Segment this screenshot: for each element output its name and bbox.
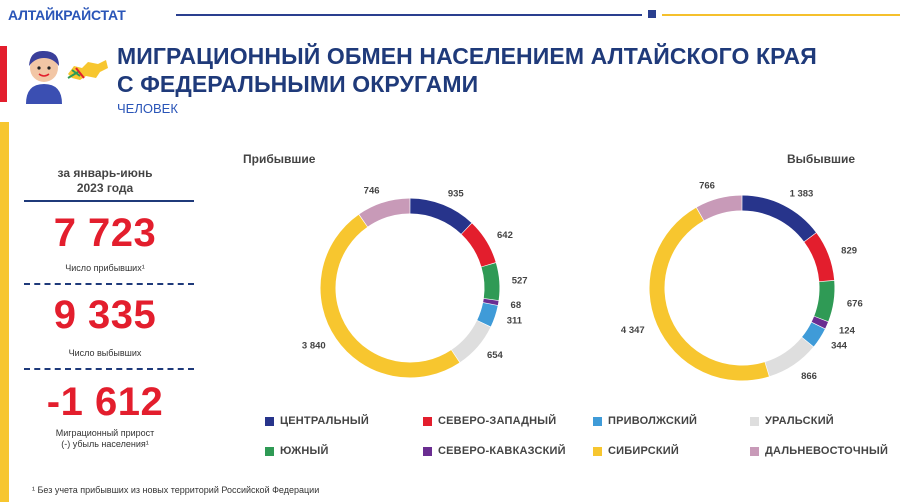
arrivals-data-label-0: 935 — [448, 188, 465, 199]
arrivals-slice-7 — [359, 198, 410, 227]
russia-map-icon — [67, 60, 108, 80]
departures-chart-title: Выбывшие — [787, 152, 856, 166]
legend: ЦЕНТРАЛЬНЫЙ СЕВЕРО-ЗАПАДНЫЙ ПРИВОЛЖСКИЙ УРА… — [265, 415, 895, 465]
legend-item: СИБИРСКИЙ — [593, 445, 679, 457]
legend-swatch — [423, 416, 432, 426]
arrivals-data-label-6: 3 840 — [302, 340, 326, 351]
departures-slice-6 — [649, 207, 769, 381]
departures-data-label-2: 676 — [847, 298, 863, 309]
arrivals-slice-2 — [481, 262, 500, 301]
page-title-line-1: МИГРАЦИОННЫЙ ОБМЕН НАСЕЛЕНИЕМ АЛТАЙСКОГО… — [117, 43, 817, 69]
legend-item: ЦЕНТРАЛЬНЫЙ — [265, 415, 369, 427]
arrivals-slice-3 — [483, 298, 499, 306]
departures-data-label-7: 766 — [699, 181, 715, 192]
legend-item: УРАЛЬСКИЙ — [750, 415, 834, 427]
footnote: ¹ Без учета прибывших из новых территори… — [32, 485, 320, 495]
arrivals-slice-6 — [320, 214, 460, 378]
arrivals-value: 7 723 — [53, 211, 157, 255]
net-migration-caption-line-2: (-) убыль населения¹ — [61, 439, 149, 449]
legend-label: СЕВЕРО-ЗАПАДНЫЙ — [438, 415, 557, 427]
departures-slice-7 — [696, 195, 742, 221]
net-migration-caption: Миграционный прирост (-) убыль населения… — [20, 428, 190, 450]
arrivals-data-label-2: 527 — [512, 276, 528, 287]
departures-data-label-0: 1 383 — [790, 188, 814, 199]
departures-slice-5 — [764, 337, 814, 377]
departures-data-label-1: 829 — [841, 246, 857, 257]
departures-data-label-5: 866 — [801, 371, 817, 382]
yellow-accent-bar — [0, 122, 9, 502]
legend-label: ЮЖНЫЙ — [280, 445, 329, 457]
legend-swatch — [750, 446, 759, 456]
header-rule — [176, 14, 642, 16]
arrivals-data-label-5: 654 — [487, 350, 504, 361]
legend-label: ЦЕНТРАЛЬНЫЙ — [280, 415, 369, 427]
legend-item: ДАЛЬНЕВОСТОЧНЫЙ — [750, 445, 888, 457]
arrivals-data-label-3: 68 — [511, 300, 522, 311]
arrivals-caption: Число прибывших¹ — [65, 263, 145, 273]
units-label: ЧЕЛОВЕК — [117, 101, 178, 116]
net-migration-value: -1 612 — [46, 380, 164, 424]
arrivals-slice-1 — [461, 223, 496, 267]
legend-swatch — [593, 416, 602, 426]
arrivals-slice-5 — [451, 320, 491, 363]
summary-divider — [24, 200, 194, 202]
summary-dashed-divider-2 — [24, 368, 194, 370]
legend-item: СЕВЕРО-ЗАПАДНЫЙ — [423, 415, 556, 427]
departures-donut-chart: 1 383 829 676 124 344 866 4 347 766 — [621, 181, 863, 383]
arrivals-chart-title: Прибывшие — [243, 152, 316, 166]
departures-slice-4 — [801, 322, 825, 347]
page-title: МИГРАЦИОННЫЙ ОБМЕН НАСЕЛЕНИЕМ АЛТАЙСКОГО… — [117, 42, 897, 98]
legend-swatch — [265, 446, 274, 456]
arrivals-donut-chart: 935 642 527 68 311 654 3 840 746 — [302, 186, 528, 378]
legend-swatch — [593, 446, 602, 456]
period-label: за январь-июнь 2023 года — [30, 166, 180, 196]
legend-item: ПРИВОЛЖСКИЙ — [593, 415, 697, 427]
departures-data-label-6: 4 347 — [621, 325, 645, 336]
departures-caption: Число выбывших — [68, 348, 142, 358]
summary-dashed-divider-1 — [24, 283, 194, 285]
arrivals-slice-4 — [477, 302, 498, 327]
page-title-line-2: С ФЕДЕРАЛЬНЫМИ ОКРУГАМИ — [117, 71, 479, 97]
departures-slice-0 — [742, 195, 816, 242]
net-migration-caption-line-1: Миграционный прирост — [55, 428, 155, 438]
person-icon — [26, 50, 62, 104]
legend-label: ПРИВОЛЖСКИЙ — [608, 415, 698, 427]
departures-slice-2 — [814, 280, 835, 322]
arrivals-data-label-1: 642 — [497, 230, 513, 241]
legend-label: СЕВЕРО-КАВКАЗСКИЙ — [438, 445, 566, 457]
legend-item: ЮЖНЫЙ — [265, 445, 329, 457]
header-rule-marker — [648, 10, 656, 18]
legend-label: УРАЛЬСКИЙ — [765, 415, 834, 427]
red-accent-bar — [0, 46, 7, 102]
header-rule-accent — [662, 14, 900, 16]
legend-swatch — [423, 446, 432, 456]
brand-name: АЛТАЙКРАЙСТАТ — [8, 7, 126, 23]
departures-value: 9 335 — [53, 293, 157, 337]
departures-slice-3 — [811, 316, 829, 329]
arrivals-data-label-4: 311 — [507, 315, 523, 326]
departures-data-label-4: 344 — [831, 340, 848, 351]
arrivals-data-label-7: 746 — [364, 186, 380, 197]
legend-swatch — [265, 416, 274, 426]
departures-slice-1 — [804, 233, 835, 282]
legend-label: ДАЛЬНЕВОСТОЧНЫЙ — [765, 445, 889, 457]
legend-swatch — [750, 416, 759, 426]
legend-label: СИБИРСКИЙ — [608, 445, 679, 457]
departures-data-label-3: 124 — [839, 326, 856, 337]
period-line-2: 2023 года — [76, 181, 134, 195]
arrivals-slice-0 — [410, 198, 472, 235]
period-line-1: за январь-июнь — [57, 166, 153, 180]
legend-item: СЕВЕРО-КАВКАЗСКИЙ — [423, 445, 566, 457]
